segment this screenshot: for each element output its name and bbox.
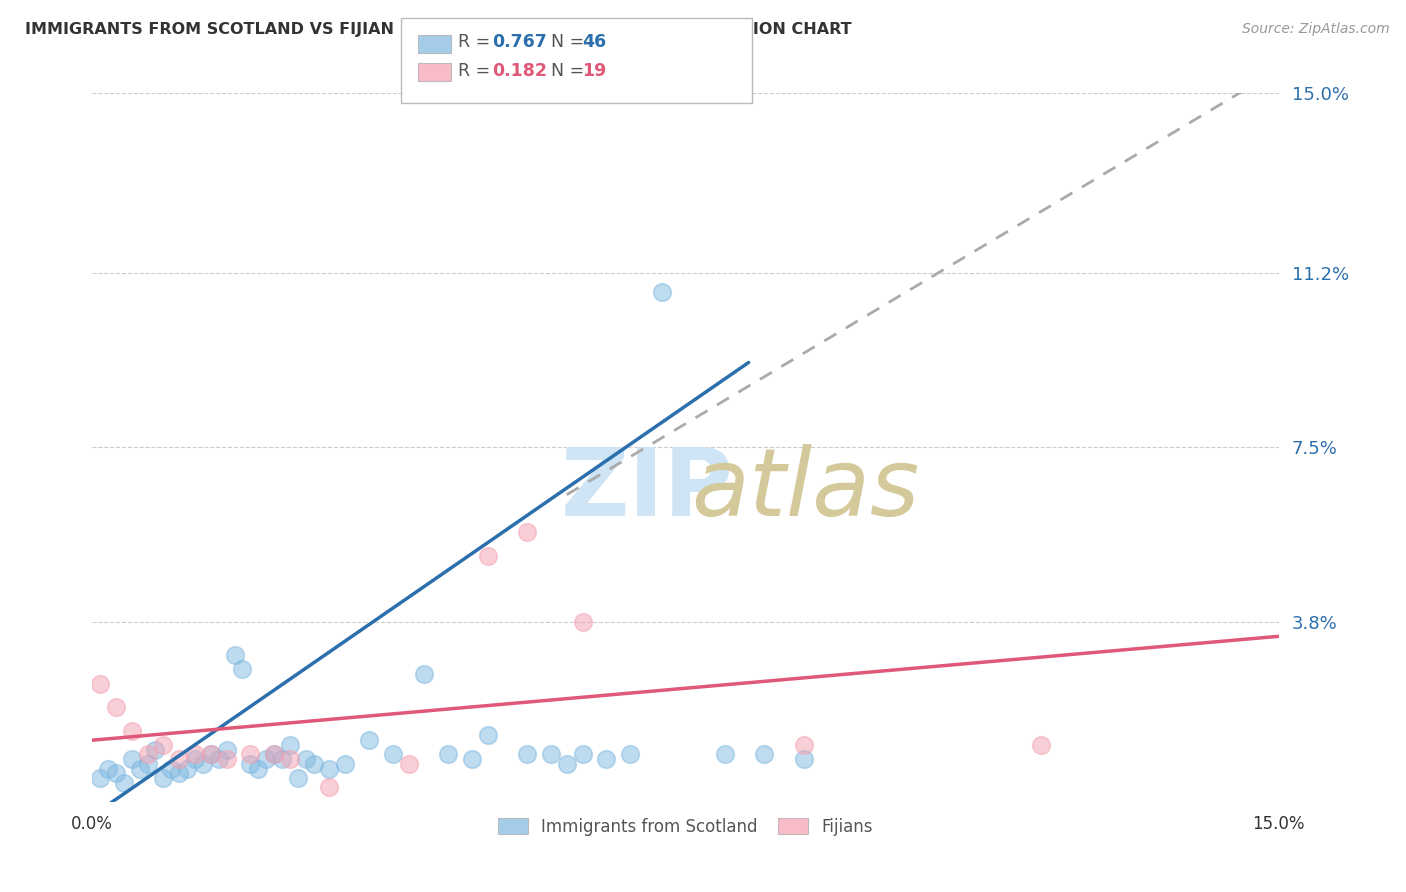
Point — [398, 756, 420, 771]
Text: R =: R = — [458, 62, 496, 80]
Point — [302, 756, 325, 771]
Point — [477, 549, 499, 563]
Point — [121, 723, 143, 738]
Point — [318, 762, 340, 776]
Point — [215, 752, 238, 766]
Point — [145, 742, 167, 756]
Point — [136, 747, 159, 762]
Point — [555, 756, 578, 771]
Point — [381, 747, 404, 762]
Point — [357, 733, 380, 747]
Point — [318, 780, 340, 795]
Point — [128, 762, 150, 776]
Point — [619, 747, 641, 762]
Point — [208, 752, 231, 766]
Point — [176, 762, 198, 776]
Point — [294, 752, 316, 766]
Point — [278, 752, 301, 766]
Text: atlas: atlas — [692, 444, 920, 535]
Point — [793, 738, 815, 752]
Point — [263, 747, 285, 762]
Point — [278, 738, 301, 752]
Point — [200, 747, 222, 762]
Text: 0.182: 0.182 — [492, 62, 547, 80]
Point — [136, 756, 159, 771]
Point — [754, 747, 776, 762]
Point — [167, 766, 190, 780]
Point — [413, 667, 436, 681]
Point — [104, 700, 127, 714]
Point — [184, 747, 207, 762]
Point — [239, 747, 262, 762]
Point — [152, 771, 174, 785]
Point — [200, 747, 222, 762]
Legend: Immigrants from Scotland, Fijians: Immigrants from Scotland, Fijians — [491, 812, 879, 843]
Point — [714, 747, 737, 762]
Point — [247, 762, 270, 776]
Point — [516, 525, 538, 540]
Point — [1031, 738, 1053, 752]
Text: R =: R = — [458, 33, 496, 51]
Point — [184, 752, 207, 766]
Point — [89, 676, 111, 690]
Point — [571, 747, 593, 762]
Point — [287, 771, 309, 785]
Text: N =: N = — [551, 62, 591, 80]
Point — [793, 752, 815, 766]
Point — [516, 747, 538, 762]
Point — [271, 752, 294, 766]
Text: 46: 46 — [582, 33, 606, 51]
Point — [263, 747, 285, 762]
Point — [104, 766, 127, 780]
Text: 19: 19 — [582, 62, 606, 80]
Point — [167, 752, 190, 766]
Text: N =: N = — [551, 33, 591, 51]
Point — [437, 747, 460, 762]
Point — [477, 729, 499, 743]
Point — [224, 648, 246, 663]
Point — [651, 285, 673, 299]
Text: ZIP: ZIP — [561, 444, 734, 536]
Point — [121, 752, 143, 766]
Text: IMMIGRANTS FROM SCOTLAND VS FIJIAN NO SCHOOLING COMPLETED CORRELATION CHART: IMMIGRANTS FROM SCOTLAND VS FIJIAN NO SC… — [25, 22, 852, 37]
Point — [215, 742, 238, 756]
Point — [89, 771, 111, 785]
Point — [335, 756, 357, 771]
Point — [152, 738, 174, 752]
Point — [571, 615, 593, 629]
Point — [97, 762, 120, 776]
Point — [540, 747, 562, 762]
Point — [461, 752, 484, 766]
Point — [112, 775, 135, 789]
Point — [160, 762, 183, 776]
Text: Source: ZipAtlas.com: Source: ZipAtlas.com — [1241, 22, 1389, 37]
Point — [254, 752, 277, 766]
Point — [239, 756, 262, 771]
Point — [595, 752, 617, 766]
Point — [191, 756, 214, 771]
Point — [231, 662, 253, 676]
Text: 0.767: 0.767 — [492, 33, 547, 51]
